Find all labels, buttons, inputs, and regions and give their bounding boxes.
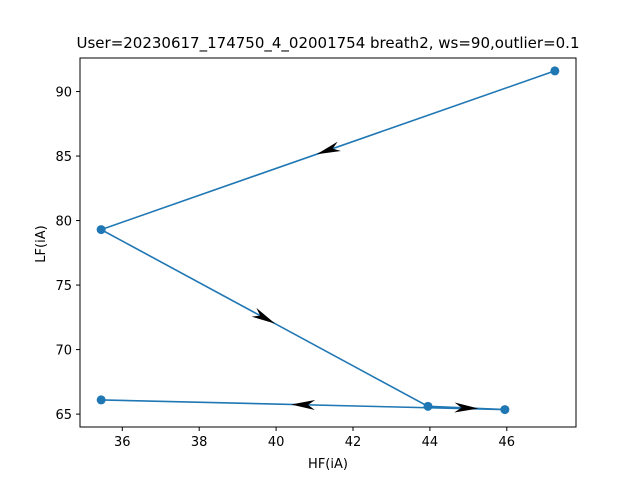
direction-arrow — [454, 402, 479, 413]
data-point — [550, 66, 560, 76]
direction-arrow — [291, 400, 316, 411]
x-axis-label: HF(iA) — [308, 457, 348, 472]
x-tick-label: 36 — [114, 435, 131, 450]
data-point — [96, 225, 106, 235]
y-tick-label: 80 — [55, 215, 72, 230]
x-tick-label: 44 — [422, 435, 439, 450]
x-tick-label: 40 — [268, 435, 285, 450]
y-tick-label: 65 — [55, 408, 72, 423]
series-line — [99, 70, 556, 411]
x-tick-label: 42 — [345, 435, 362, 450]
y-tick-label: 85 — [55, 150, 72, 165]
x-tick-label: 46 — [499, 435, 516, 450]
x-tick-label: 38 — [191, 435, 208, 450]
direction-arrow — [251, 307, 276, 324]
y-tick-label: 90 — [55, 86, 72, 101]
plot-area: 36 38 40 42 44 46 65 70 75 80 85 90 — [55, 57, 577, 450]
plot-frame — [79, 57, 577, 428]
data-point — [500, 405, 510, 415]
y-tick-label: 70 — [55, 344, 72, 359]
data-point — [96, 395, 106, 405]
y-axis-label: LF(iA) — [34, 225, 49, 262]
y-tick-label: 75 — [55, 279, 72, 294]
chart-title: User=20230617_174750_4_02001754 breath2,… — [77, 34, 580, 53]
direction-arrow — [316, 141, 341, 155]
data-point — [423, 401, 433, 411]
